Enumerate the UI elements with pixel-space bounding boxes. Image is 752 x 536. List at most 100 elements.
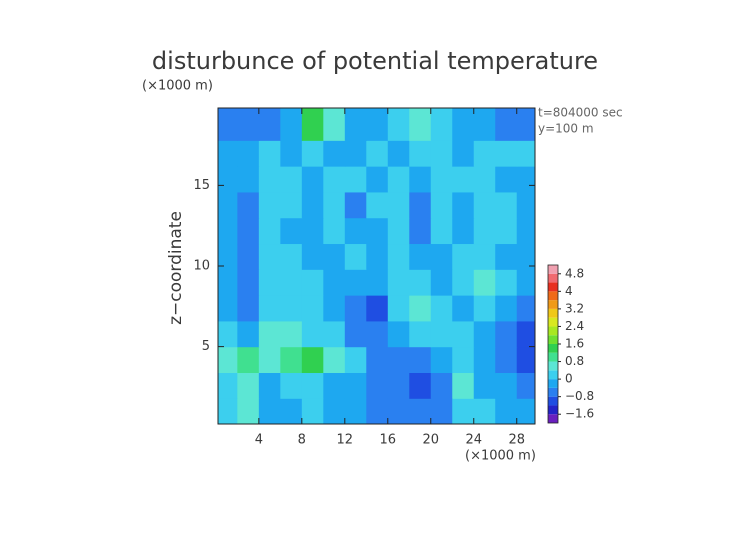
field-cell: [516, 398, 535, 424]
field-cell: [258, 295, 281, 322]
field-cell: [301, 295, 324, 322]
field-cell: [473, 140, 496, 167]
field-cell: [280, 140, 303, 167]
field-cell: [366, 217, 389, 245]
chart-title: disturbunce of potential temperature: [152, 47, 598, 75]
field-cell: [495, 398, 518, 424]
field-cell: [258, 217, 281, 245]
field-cell: [516, 166, 535, 193]
field-cell: [473, 108, 496, 141]
field-cell: [473, 320, 496, 348]
field-cell: [430, 320, 453, 348]
field-cell: [366, 140, 389, 167]
field-cell: [495, 108, 518, 141]
field-cell: [344, 398, 367, 424]
field-cell: [430, 243, 453, 270]
field-cell: [323, 346, 346, 374]
field-cell: [409, 346, 432, 374]
field-cell: [516, 372, 535, 399]
field-cell: [280, 166, 303, 193]
field-cell: [344, 217, 367, 245]
field-cell: [430, 108, 453, 141]
x-tick-label: 12: [337, 433, 354, 448]
field-cell: [366, 295, 389, 322]
field-cell: [218, 217, 238, 245]
colorbar-box: [548, 273, 558, 283]
colorbar-box: [548, 370, 558, 380]
field-cell: [452, 398, 475, 424]
x-tick-label: 4: [255, 433, 263, 448]
field-cell: [387, 243, 410, 270]
field-cell: [301, 320, 324, 348]
contour-field: [218, 108, 535, 424]
field-cell: [280, 320, 303, 348]
field-cell: [237, 372, 260, 399]
colorbar-box: [548, 387, 558, 397]
colorbar-box: [548, 265, 558, 274]
field-cell: [344, 346, 367, 374]
field-cell: [258, 269, 281, 296]
field-cell: [430, 217, 453, 245]
field-cell: [409, 243, 432, 270]
field-cell: [452, 372, 475, 399]
field-cell: [387, 166, 410, 193]
field-cell: [495, 217, 518, 245]
colorbar-box: [548, 344, 558, 353]
field-cell: [473, 191, 496, 219]
field-cell: [280, 398, 303, 424]
field-cell: [344, 320, 367, 348]
field-cell: [409, 295, 432, 322]
field-cell: [301, 166, 324, 193]
field-cell: [323, 166, 346, 193]
field-cell: [237, 166, 260, 193]
field-cell: [344, 108, 367, 141]
field-cell: [323, 269, 346, 296]
field-cell: [301, 346, 324, 374]
field-cell: [258, 191, 281, 219]
field-cell: [409, 140, 432, 167]
field-cell: [366, 346, 389, 374]
field-cell: [323, 372, 346, 399]
field-cell: [301, 243, 324, 270]
field-cell: [344, 269, 367, 296]
field-cell: [237, 140, 260, 167]
colorbar-label: 0: [565, 372, 573, 386]
field-cell: [323, 320, 346, 348]
field-cell: [218, 191, 238, 219]
field-cell: [218, 372, 238, 399]
colorbar-label: 0.8: [565, 354, 584, 368]
field-cell: [516, 346, 535, 374]
field-cell: [430, 372, 453, 399]
field-cell: [344, 166, 367, 193]
field-cell: [218, 243, 238, 270]
annotation: y=100 m: [538, 122, 594, 136]
field-cell: [409, 217, 432, 245]
field-cell: [495, 346, 518, 374]
field-cell: [323, 108, 346, 141]
field-cell: [218, 269, 238, 296]
field-cell: [473, 166, 496, 193]
field-cell: [344, 191, 367, 219]
field-cell: [366, 191, 389, 219]
field-cell: [237, 295, 260, 322]
field-cell: [237, 320, 260, 348]
field-cell: [473, 269, 496, 296]
colorbar-box: [548, 308, 558, 318]
field-cell: [218, 166, 238, 193]
field-cell: [258, 320, 281, 348]
field-cell: [280, 217, 303, 245]
field-cell: [218, 108, 238, 141]
field-cell: [516, 140, 535, 167]
field-cell: [280, 346, 303, 374]
field-cell: [495, 269, 518, 296]
field-cell: [409, 372, 432, 399]
field-cell: [301, 191, 324, 219]
field-cell: [344, 372, 367, 399]
field-cell: [344, 140, 367, 167]
y-tick-label: 5: [202, 339, 210, 354]
field-cell: [237, 346, 260, 374]
field-cell: [516, 269, 535, 296]
field-cell: [301, 140, 324, 167]
axes: 4 8 12 16 20 24 28 5 10 15 −1.6 −0.8 0 0.8 1.6 2.4 3.2 4 4…: [193, 107, 594, 448]
field-cell: [452, 320, 475, 348]
